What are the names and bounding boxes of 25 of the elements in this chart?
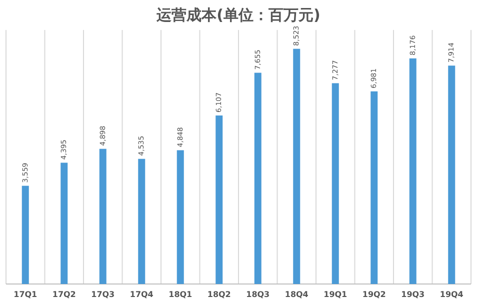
- x-tick-label: 17Q4: [130, 290, 154, 299]
- x-tick-label: 19Q2: [362, 290, 386, 299]
- x-tick-label: 19Q3: [401, 290, 425, 299]
- x-tick-label: 17Q3: [91, 290, 115, 299]
- bar: [370, 91, 378, 284]
- bar: [409, 58, 416, 284]
- chart-title: 运营成本(单位：百万元): [156, 6, 320, 24]
- x-tick-label: 18Q3: [246, 290, 270, 299]
- bar: [254, 72, 262, 284]
- bar: [60, 162, 68, 284]
- x-tick-label: 18Q4: [284, 290, 309, 299]
- x-tick-label: 17Q1: [14, 290, 38, 299]
- bar: [22, 186, 29, 284]
- bar: [332, 83, 339, 284]
- x-tick-label: 18Q1: [168, 290, 193, 299]
- bar: [216, 115, 223, 284]
- bar: [176, 150, 184, 284]
- x-tick-label: 17Q2: [52, 290, 76, 299]
- bar: [99, 148, 106, 284]
- x-tick-label: 18Q2: [207, 290, 231, 299]
- bar: [448, 66, 456, 284]
- bar: [138, 158, 146, 284]
- x-tick-label: 19Q4: [440, 290, 464, 299]
- bar: [293, 48, 300, 284]
- x-tick-label: 19Q1: [324, 290, 348, 299]
